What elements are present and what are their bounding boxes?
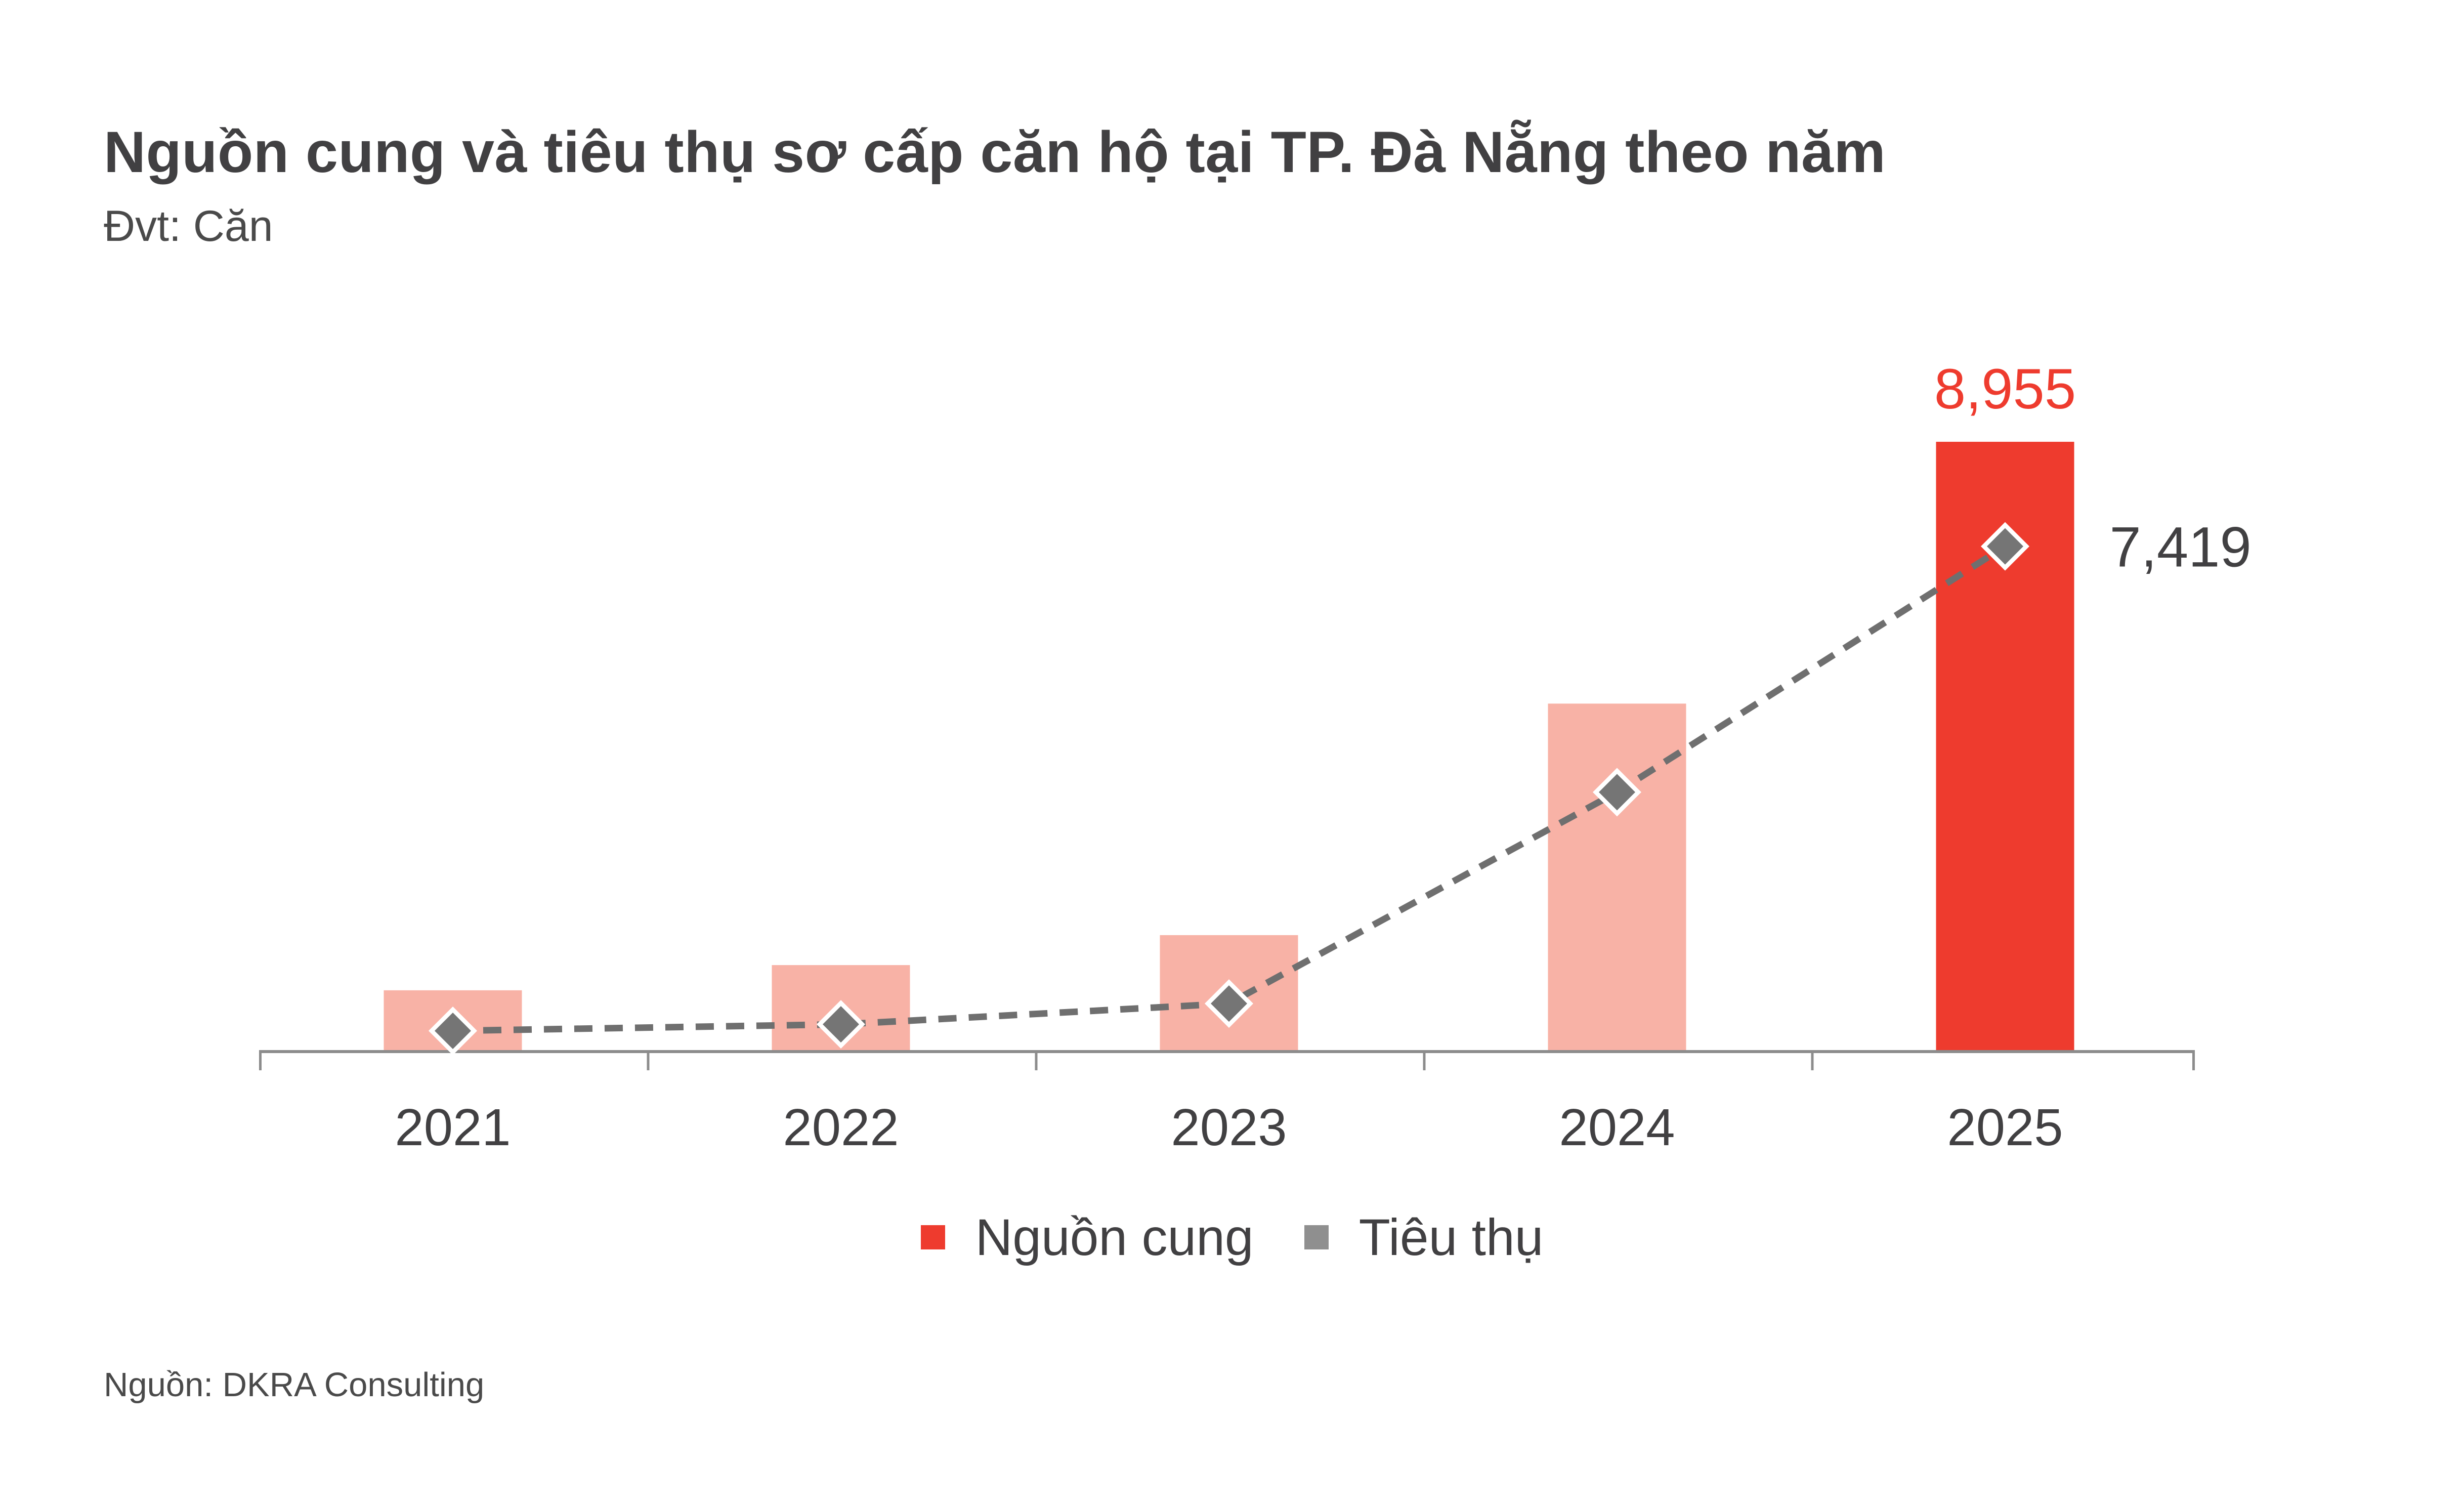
legend-label-supply: Nguồn cung bbox=[975, 1208, 1254, 1266]
chart-legend: Nguồn cung Tiêu thụ bbox=[0, 1207, 2464, 1268]
x-axis-label-2021: 2021 bbox=[395, 1098, 511, 1156]
supply-legend-swatch-icon bbox=[920, 1225, 945, 1249]
x-axis-tick bbox=[647, 1050, 650, 1070]
legend-item-supply: Nguồn cung bbox=[920, 1208, 1254, 1267]
x-axis-tick bbox=[1811, 1050, 1814, 1070]
source-note: Nguồn: DKRA Consulting bbox=[104, 1366, 485, 1404]
x-axis-label-2024: 2024 bbox=[1559, 1098, 1675, 1156]
x-axis-label-2023: 2023 bbox=[1171, 1098, 1287, 1156]
diamond-marker-2025 bbox=[1987, 528, 2023, 565]
data-label-8955: 8,955 bbox=[1934, 357, 2076, 421]
x-axis-tick bbox=[259, 1050, 262, 1070]
bar-2024 bbox=[1548, 703, 1686, 1053]
chart-title: Nguồn cung và tiêu thụ sơ cấp căn hộ tại… bbox=[104, 120, 1886, 185]
x-axis-tick bbox=[1035, 1050, 1038, 1070]
x-axis-tick bbox=[2192, 1050, 2195, 1070]
x-axis-label-2022: 2022 bbox=[783, 1098, 899, 1156]
legend-label-consumption: Tiêu thụ bbox=[1358, 1208, 1544, 1266]
x-axis-line bbox=[259, 1050, 2195, 1053]
diamond-marker-2024 bbox=[1599, 774, 1635, 811]
consumption-legend-swatch-icon bbox=[1304, 1225, 1329, 1249]
x-axis-tick bbox=[1423, 1050, 1426, 1070]
legend-item-consumption: Tiêu thụ bbox=[1304, 1208, 1544, 1267]
data-label-7419: 7,419 bbox=[2110, 516, 2251, 579]
diamond-marker-2021 bbox=[435, 1012, 471, 1049]
x-axis-label-2025: 2025 bbox=[1947, 1098, 2063, 1156]
unit-label: Đvt: Căn bbox=[104, 202, 273, 250]
diamond-marker-2022 bbox=[823, 1006, 859, 1043]
diamond-marker-2023 bbox=[1211, 985, 1247, 1022]
